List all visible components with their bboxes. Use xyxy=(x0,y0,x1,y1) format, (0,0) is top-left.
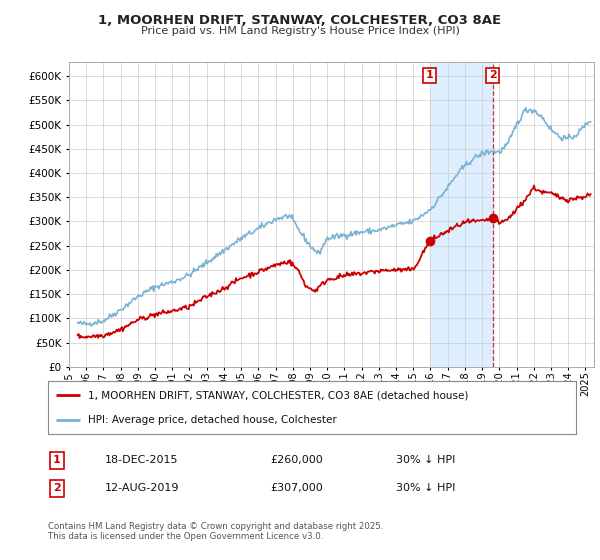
Text: 1, MOORHEN DRIFT, STANWAY, COLCHESTER, CO3 8AE (detached house): 1, MOORHEN DRIFT, STANWAY, COLCHESTER, C… xyxy=(88,390,468,400)
Text: 12-AUG-2019: 12-AUG-2019 xyxy=(105,483,179,493)
Text: £307,000: £307,000 xyxy=(270,483,323,493)
Text: 18-DEC-2015: 18-DEC-2015 xyxy=(105,455,179,465)
Text: 30% ↓ HPI: 30% ↓ HPI xyxy=(396,455,455,465)
Text: Contains HM Land Registry data © Crown copyright and database right 2025.
This d: Contains HM Land Registry data © Crown c… xyxy=(48,522,383,542)
Text: 30% ↓ HPI: 30% ↓ HPI xyxy=(396,483,455,493)
Text: £260,000: £260,000 xyxy=(270,455,323,465)
Text: 2: 2 xyxy=(53,483,61,493)
Bar xyxy=(430,62,493,367)
Text: Price paid vs. HM Land Registry's House Price Index (HPI): Price paid vs. HM Land Registry's House … xyxy=(140,26,460,36)
Text: 1: 1 xyxy=(426,71,434,80)
Text: 2: 2 xyxy=(489,71,497,80)
Text: HPI: Average price, detached house, Colchester: HPI: Average price, detached house, Colc… xyxy=(88,414,337,424)
Text: 1: 1 xyxy=(53,455,61,465)
Text: 1, MOORHEN DRIFT, STANWAY, COLCHESTER, CO3 8AE: 1, MOORHEN DRIFT, STANWAY, COLCHESTER, C… xyxy=(98,14,502,27)
